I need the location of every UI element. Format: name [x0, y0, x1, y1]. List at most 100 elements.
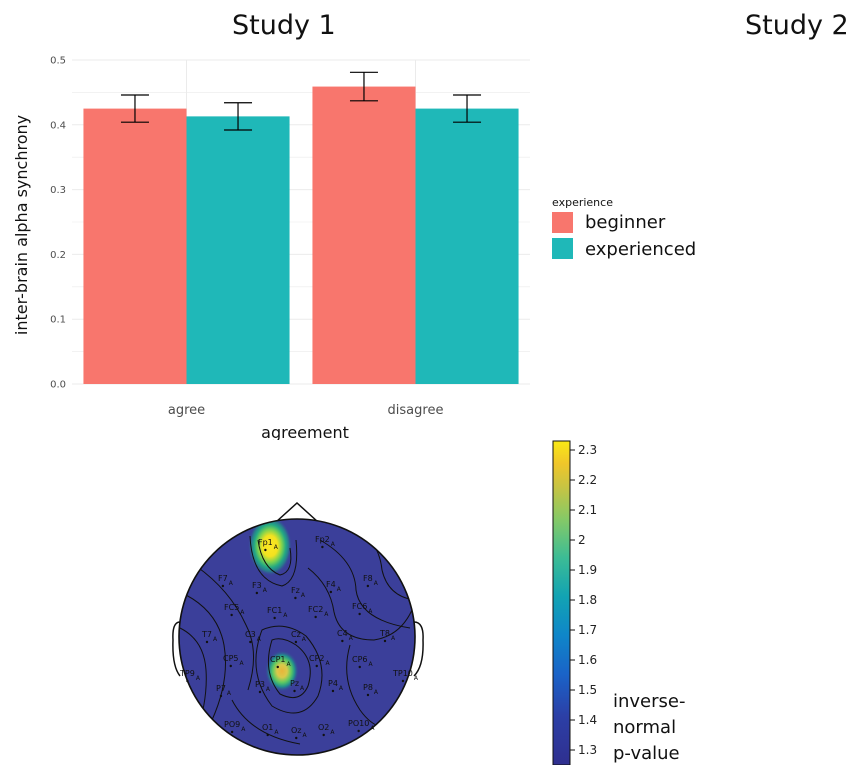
electrode-sub-cz: A [302, 636, 307, 643]
colorbar-tick-label: 1.9 [578, 563, 597, 577]
electrode-sub-fc2: A [324, 611, 329, 618]
electrode-dot-fc5 [230, 613, 233, 617]
electrode-dot-oz [295, 736, 298, 740]
bar-experienced-agree [186, 116, 290, 384]
electrode-dot-f3 [255, 591, 259, 595]
electrode-dot-p7 [219, 694, 223, 698]
head-outline [178, 518, 416, 756]
electrode-fp1: Fp1 [258, 538, 273, 547]
electrode-cz: Cz [291, 630, 301, 639]
electrode-dot-tp9 [186, 679, 189, 683]
error-bars [120, 71, 482, 131]
electrode-sub-f7: A [229, 580, 234, 587]
study2-title: Study 2 [745, 10, 849, 41]
colorbar-tick-label: 1.8 [578, 593, 597, 607]
bar-experienced-disagree [415, 108, 519, 384]
electrode-sub-pz: A [300, 685, 305, 692]
electrode-fc5: FC5 [224, 603, 239, 612]
colorbar-tick-label: 1.4 [578, 713, 597, 727]
y-tick-label: 0.2 [50, 250, 66, 261]
left-ear-outline [172, 621, 181, 677]
legend-label-experienced: experienced [585, 239, 696, 260]
electrode-dot-fc1 [273, 616, 276, 620]
electrode-sub-fc5: A [240, 609, 245, 616]
y-tick-label: 0.4 [50, 120, 66, 131]
electrode-dot-po9 [230, 730, 234, 734]
colorbar-tick-label: 2.1 [578, 503, 597, 517]
electrode-sub-t8: A [391, 635, 396, 642]
colorbar-tick-label: 2.2 [578, 473, 597, 487]
electrode-oz: Oz [291, 726, 302, 735]
electrode-tp9: TP9 [179, 669, 195, 678]
electrode-c3: C3 [245, 630, 256, 639]
colorbar-tick-label: 2 [578, 533, 586, 547]
electrode-dot-t8 [383, 639, 387, 643]
electrode-dot-cp2 [315, 664, 318, 668]
electrode-dot-f4 [329, 590, 333, 594]
electrode-sub-c4: A [349, 635, 354, 642]
colorbar-label-line2: normal [613, 717, 676, 738]
electrode-dot-tp10 [401, 679, 405, 683]
electrode-dot-c3 [249, 640, 252, 644]
electrode-dot-fc6 [358, 612, 361, 616]
electrode-fc1: FC1 [267, 606, 282, 615]
electrode-dot-fp1 [264, 548, 267, 552]
electrode-dot-t7 [205, 640, 209, 644]
y-tick-label: 0.5 [50, 56, 66, 67]
electrode-dot-fc2 [314, 615, 317, 619]
electrode-dot-cp1 [276, 665, 279, 669]
electrode-cp1: CP1 [270, 655, 286, 664]
error-bar-beginner-disagree [349, 71, 378, 102]
bar-beginner-disagree [312, 86, 416, 385]
electrode-f3: F3 [252, 581, 262, 590]
electrode-sub-p4: A [339, 685, 344, 692]
electrode-dot-c4 [341, 639, 344, 643]
electrode-fp2: Fp2 [315, 535, 330, 544]
electrode-o1: O1 [262, 723, 273, 732]
y-axis-label: inter-brain alpha synchrony [12, 115, 31, 335]
y-tick-label: 0.0 [50, 380, 66, 391]
bar-beginner-agree [83, 108, 187, 384]
electrode-p8: P8 [363, 683, 373, 692]
electrode-sub-cp2: A [326, 660, 331, 667]
electrode-dot-fp2 [321, 545, 324, 549]
electrode-t8: T8 [379, 629, 390, 638]
activation-blobs [179, 519, 415, 745]
electrode-sub-oz: A [303, 732, 308, 739]
x-axis-label: agreement [261, 423, 349, 440]
electrode-sub-po10: A [370, 725, 375, 732]
electrode-p4: P4 [328, 679, 338, 688]
electrode-sub-fz: A [301, 592, 306, 599]
electrode-sub-p3: A [266, 686, 271, 693]
electrode-dot-f8 [366, 584, 370, 588]
electrode-fc6: FC6 [352, 602, 367, 611]
electrode-sub-cp1: A [287, 661, 292, 668]
legend-swatch-experienced [552, 238, 573, 259]
electrode-dot-cp6 [358, 665, 361, 669]
electrode-pz: Pz [290, 679, 299, 688]
electrode-cp2: CP2 [309, 654, 325, 663]
electrode-sub-f3: A [263, 587, 268, 594]
electrode-sub-cp5: A [240, 660, 245, 667]
electrode-sub-f4: A [337, 586, 342, 593]
electrode-f8: F8 [363, 574, 373, 583]
electrode-p7: P7 [216, 684, 226, 693]
study1-title: Study 1 [232, 10, 336, 41]
x-tick-label-agree: agree [168, 403, 205, 418]
electrode-c4: C4 [337, 629, 348, 638]
x-tick-label-disagree: disagree [388, 403, 444, 418]
electrode-cp5: CP5 [223, 654, 239, 663]
electrode-sub-fc1: A [283, 612, 288, 619]
electrode-sub-t7: A [213, 636, 218, 643]
electrode-cp6: CP6 [352, 655, 368, 664]
error-bar-beginner-agree [120, 94, 149, 123]
electrode-dot-cp5 [229, 664, 232, 668]
electrode-sub-tp10: A [414, 675, 419, 682]
electrode-dot-fz [294, 596, 297, 600]
electrode-dot-cz [294, 640, 298, 644]
electrode-sub-p8: A [374, 689, 379, 696]
electrode-dot-p3 [258, 690, 262, 694]
blob-pz [265, 650, 299, 692]
